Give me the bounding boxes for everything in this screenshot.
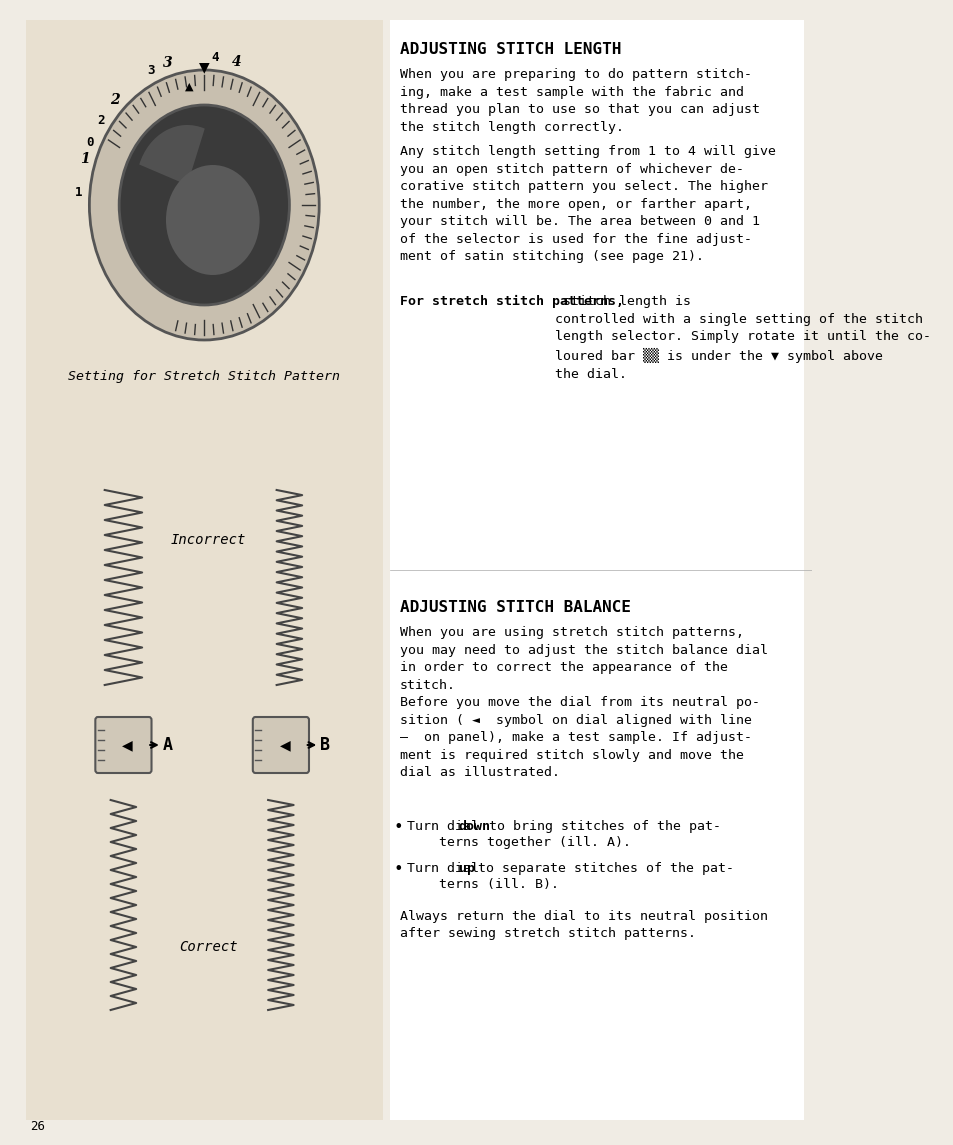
Text: 2: 2: [111, 94, 120, 108]
Circle shape: [166, 165, 259, 275]
Text: A: A: [163, 736, 172, 755]
Text: 3: 3: [162, 56, 172, 71]
Text: up: up: [458, 862, 475, 875]
Circle shape: [119, 105, 289, 305]
Text: 3: 3: [147, 64, 154, 78]
Text: 26: 26: [30, 1120, 45, 1134]
Text: B: B: [320, 736, 330, 755]
Text: 0: 0: [87, 136, 93, 149]
Text: Turn dial: Turn dial: [406, 820, 486, 834]
FancyBboxPatch shape: [390, 19, 802, 1120]
Text: to separate stitches of the pat-: to separate stitches of the pat-: [470, 862, 733, 875]
Wedge shape: [139, 125, 205, 185]
Text: ◀: ◀: [279, 739, 290, 752]
Text: 1: 1: [80, 152, 90, 166]
Text: 1: 1: [75, 185, 83, 198]
Text: ADJUSTING STITCH BALANCE: ADJUSTING STITCH BALANCE: [399, 600, 630, 615]
Text: 4: 4: [232, 55, 241, 69]
Text: Always return the dial to its neutral position
after sewing stretch stitch patte: Always return the dial to its neutral po…: [399, 910, 767, 940]
Text: ◀: ◀: [122, 739, 132, 752]
Text: Turn dial: Turn dial: [406, 862, 486, 875]
Text: down: down: [458, 820, 490, 834]
Text: terns (ill. B).: terns (ill. B).: [406, 878, 558, 891]
Text: ▼: ▼: [199, 60, 210, 74]
FancyBboxPatch shape: [95, 717, 152, 773]
Text: terns together (ill. A).: terns together (ill. A).: [406, 836, 630, 848]
FancyBboxPatch shape: [26, 19, 383, 1120]
Text: to bring stitches of the pat-: to bring stitches of the pat-: [480, 820, 720, 834]
Circle shape: [90, 70, 319, 340]
Text: •: •: [393, 862, 402, 877]
Text: Correct: Correct: [179, 940, 237, 954]
Text: When you are using stretch stitch patterns,
you may need to adjust the stitch ba: When you are using stretch stitch patter…: [399, 626, 767, 779]
Text: 4: 4: [212, 52, 219, 64]
Text: Incorrect: Incorrect: [171, 534, 246, 547]
Text: When you are preparing to do pattern stitch-
ing, make a test sample with the fa: When you are preparing to do pattern sti…: [399, 68, 760, 134]
Text: For stretch stitch patterns,: For stretch stitch patterns,: [399, 295, 623, 308]
Text: Setting for Stretch Stitch Pattern: Setting for Stretch Stitch Pattern: [69, 370, 340, 382]
Text: stitch length is
controlled with a single setting of the stitch
length selector.: stitch length is controlled with a singl…: [555, 295, 930, 381]
Text: Any stitch length setting from 1 to 4 will give
you an open stitch pattern of wh: Any stitch length setting from 1 to 4 wi…: [399, 145, 775, 263]
Text: •: •: [393, 820, 402, 835]
Text: ADJUSTING STITCH LENGTH: ADJUSTING STITCH LENGTH: [399, 42, 620, 57]
FancyBboxPatch shape: [253, 717, 309, 773]
Text: ▲: ▲: [185, 82, 193, 92]
Text: 2: 2: [97, 113, 105, 127]
